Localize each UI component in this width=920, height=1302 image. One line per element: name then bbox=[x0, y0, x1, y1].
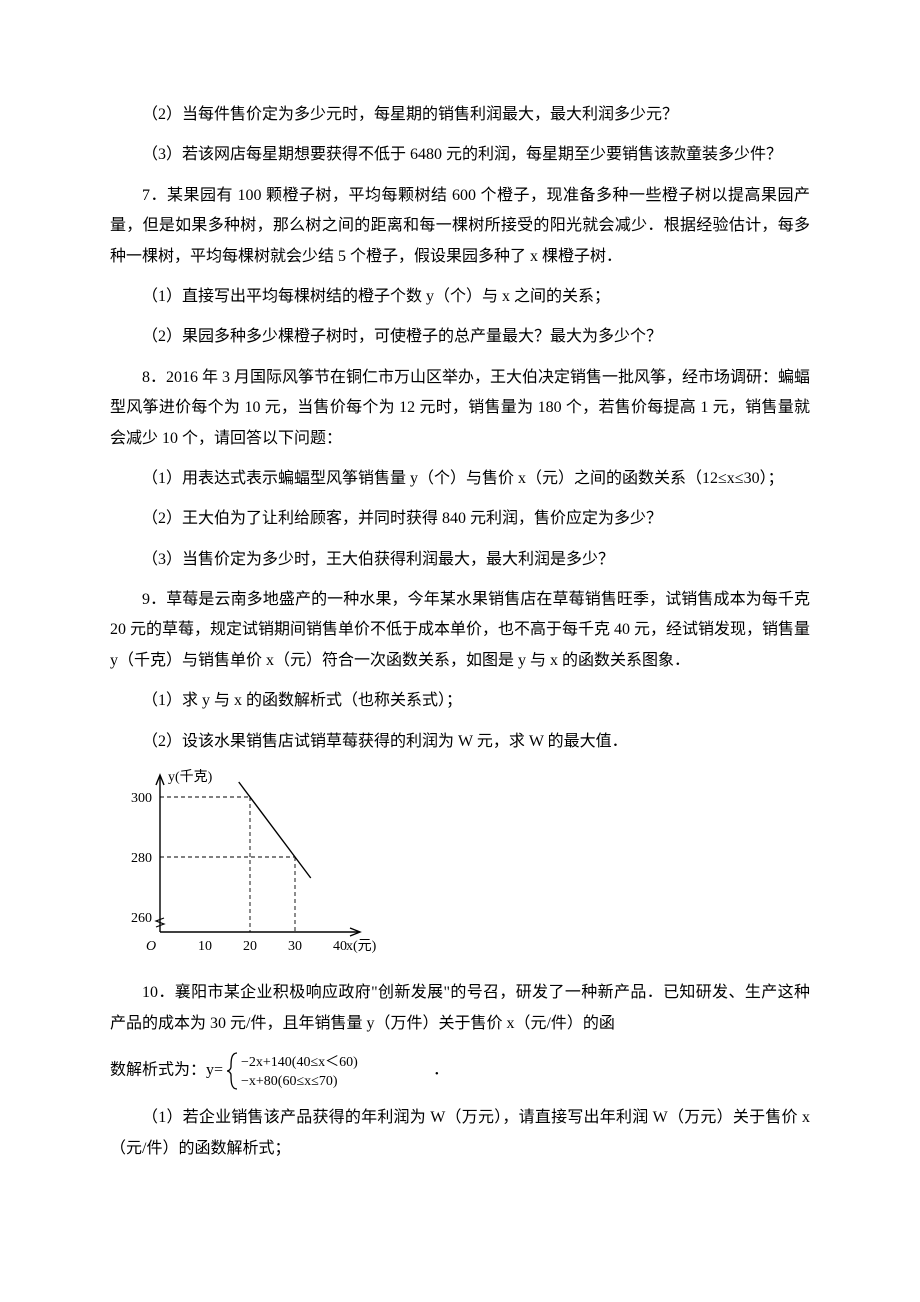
q8-part2: （2）王大伯为了让利给顾客，并同时获得 840 元利润，售价应定为多少？ bbox=[110, 504, 810, 534]
q10-part1: （1）若企业销售该产品获得的年利润为 W（万元），请直接写出年利润 W（万元）关… bbox=[110, 1103, 810, 1164]
q9-chart: 260 280 300 10 20 30 40 y(千克) x(元) O bbox=[110, 767, 810, 968]
piecewise-formula: −2x+140(40≤x＜60) −x+80(60≤x≤70) bbox=[223, 1049, 433, 1093]
q7-stem: 7．某果园有 100 颗橙子树，平均每颗树结 600 个橙子，现准备多种一些橙子… bbox=[110, 181, 810, 272]
svg-text:O: O bbox=[146, 939, 156, 954]
svg-text:y(千克): y(千克) bbox=[168, 769, 213, 785]
svg-text:40: 40 bbox=[333, 939, 347, 954]
q8-part1: （1）用表达式表示蝙蝠型风筝销售量 y（个）与售价 x（元）之间的函数关系（12… bbox=[110, 464, 810, 494]
q9-stem: 9．草莓是云南多地盛产的一种水果，今年某水果销售店在草莓销售旺季，试销售成本为每… bbox=[110, 585, 810, 676]
q10-stem-b-text: 数解析式为：y= bbox=[110, 1062, 223, 1079]
q9-part1: （1）求 y 与 x 的函数解析式（也称关系式）； bbox=[110, 686, 810, 716]
q9-part2: （2）设该水果销售店试销草莓获得的利润为 W 元，求 W 的最大值． bbox=[110, 727, 810, 757]
svg-text:10: 10 bbox=[198, 939, 212, 954]
line-chart-svg: 260 280 300 10 20 30 40 y(千克) x(元) O bbox=[110, 767, 390, 957]
page-content: （2）当每件售价定为多少元时，每星期的销售利润最大，最大利润多少元？ （3）若该… bbox=[0, 0, 920, 1234]
formula-period: ． bbox=[433, 1062, 449, 1079]
svg-text:x(元): x(元) bbox=[346, 939, 377, 954]
q10-stem-a: 10．襄阳市某企业积极响应政府"创新发展"的号召，研发了一种新产品．已知研发、生… bbox=[110, 978, 810, 1039]
q8-stem: 8．2016 年 3 月国际风筝节在铜仁市万山区举办，王大伯决定销售一批风筝，经… bbox=[110, 363, 810, 454]
q7-part2: （2）果园多种多少棵橙子树时，可使橙子的总产量最大？最大为多少个？ bbox=[110, 322, 810, 352]
q6-part2: （2）当每件售价定为多少元时，每星期的销售利润最大，最大利润多少元？ bbox=[110, 100, 810, 130]
svg-text:30: 30 bbox=[288, 939, 302, 954]
svg-text:−2x+140(40≤x＜60): −2x+140(40≤x＜60) bbox=[241, 1055, 358, 1070]
svg-text:280: 280 bbox=[131, 851, 152, 866]
svg-text:20: 20 bbox=[243, 939, 257, 954]
q6-part3: （3）若该网店每星期想要获得不低于 6480 元的利润，每星期至少要销售该款童装… bbox=[110, 140, 810, 170]
q8-part3: （3）当售价定为多少时，王大伯获得利润最大，最大利润是多少？ bbox=[110, 545, 810, 575]
svg-text:260: 260 bbox=[131, 911, 152, 926]
svg-text:−x+80(60≤x≤70): −x+80(60≤x≤70) bbox=[241, 1074, 338, 1089]
q7-part1: （1）直接写出平均每棵树结的橙子个数 y（个）与 x 之间的关系； bbox=[110, 282, 810, 312]
svg-text:300: 300 bbox=[131, 791, 152, 806]
q10-stem-b: 数解析式为：y= −2x+140(40≤x＜60) −x+80(60≤x≤70) ． bbox=[110, 1049, 810, 1093]
